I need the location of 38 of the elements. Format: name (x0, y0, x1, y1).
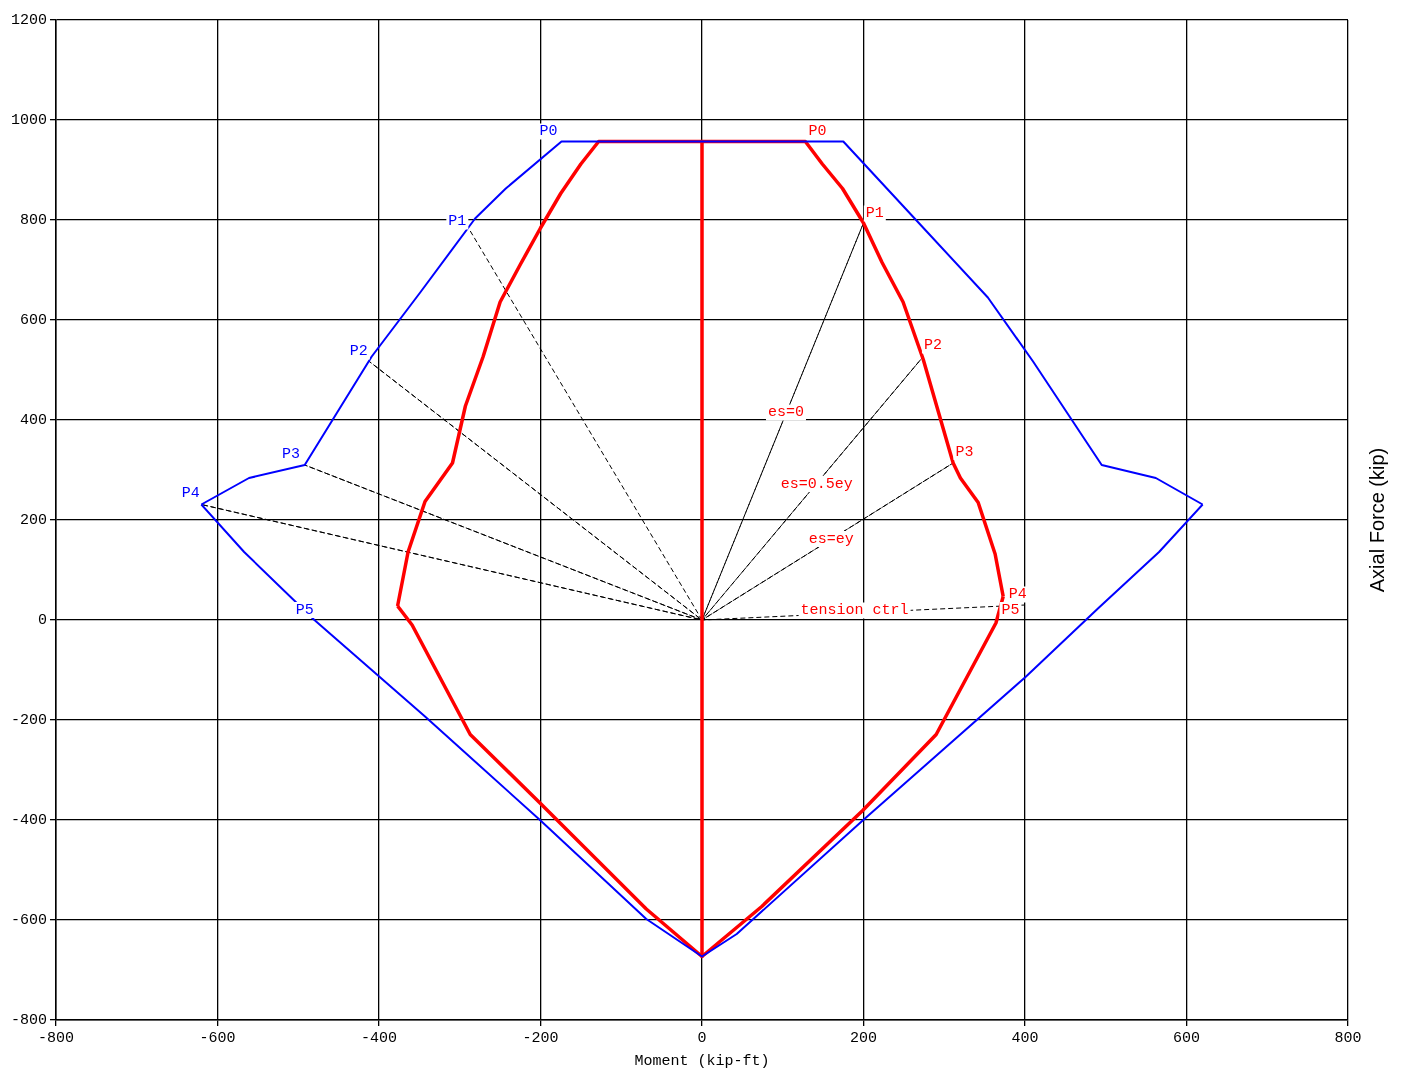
y-tick-label: 600 (19, 311, 48, 329)
annotation: P5 (295, 601, 314, 619)
annotation: P4 (181, 485, 200, 503)
annotation: es=0 (767, 404, 804, 422)
y-tick-label: 200 (19, 511, 48, 529)
annotation: P1 (448, 213, 467, 231)
y-tick-label: -200 (10, 711, 48, 729)
x-tick-label: 200 (849, 1029, 878, 1047)
annotation: P5 (1001, 601, 1020, 619)
annotation: P0 (539, 123, 558, 141)
y-tick-label: 1200 (10, 11, 48, 29)
y-tick-label: 1000 (10, 111, 48, 129)
x-axis-title: Moment (kip-ft) (634, 1052, 770, 1070)
x-tick-label: 0 (697, 1029, 707, 1047)
annotation: P2 (923, 337, 942, 355)
y-tick-label: 400 (19, 411, 48, 429)
annotation: P3 (955, 443, 974, 461)
x-tick-label: -600 (199, 1029, 236, 1047)
x-tick-label: -400 (361, 1029, 398, 1047)
y-axis-title: Axial Force (kip) (1365, 447, 1388, 593)
x-tick-label: 400 (1011, 1029, 1039, 1047)
annotation: es=0.5ey (780, 475, 853, 493)
x-tick-label: -200 (522, 1029, 559, 1047)
annotation: P2 (349, 343, 368, 361)
y-tick-label: 0 (37, 611, 48, 629)
annotation: tension ctrl (800, 602, 909, 620)
annotation: P1 (865, 205, 884, 223)
annotation: P0 (808, 123, 827, 141)
y-tick-label: 800 (19, 211, 48, 229)
x-tick-label: 600 (1172, 1029, 1201, 1047)
x-tick-label: 800 (1334, 1029, 1362, 1047)
y-tick-label: -800 (10, 1011, 48, 1029)
y-tick-label: -400 (10, 811, 48, 829)
annotation: P3 (281, 445, 300, 463)
annotation: P4 (1008, 586, 1027, 604)
x-tick-label: -800 (38, 1029, 75, 1047)
annotation: es=ey (808, 530, 854, 548)
y-tick-label: -600 (10, 911, 48, 929)
